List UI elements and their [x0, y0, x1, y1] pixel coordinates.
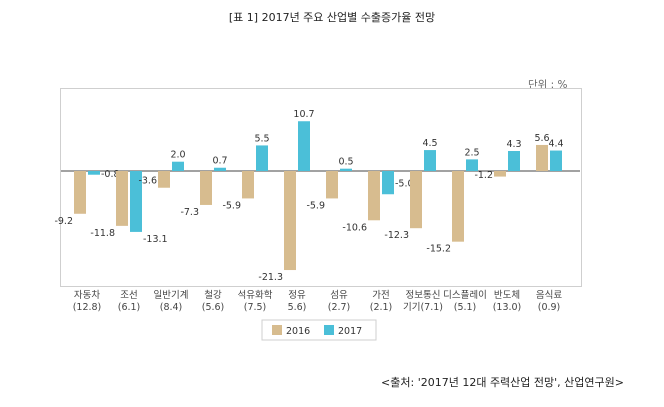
- bar-2016-4: [242, 171, 254, 199]
- source-note: <출처: '2017년 12대 주력산업 전망', 산업연구원>: [381, 376, 624, 389]
- category-label-4-line-0: 석유화학: [238, 290, 273, 301]
- bar-2017-10: [508, 151, 520, 171]
- bar-2016-1: [116, 171, 128, 226]
- category-label-11-line-0: 음식료: [536, 290, 562, 301]
- data-label-2017-8: 4.5: [422, 138, 437, 149]
- category-label-8-line-0: 정보통신: [406, 290, 441, 301]
- category-label-6-line-0: 섬유: [330, 290, 348, 301]
- category-label-5-line-1: 5.6): [288, 302, 307, 313]
- data-label-2017-11: 4.4: [548, 139, 563, 150]
- bar-2017-1: [130, 171, 142, 232]
- bar-2017-7: [382, 171, 394, 195]
- bar-2017-0: [88, 171, 100, 175]
- category-label-0-line-0: 자동차: [74, 289, 100, 301]
- legend-swatch-2017: [324, 325, 334, 335]
- data-label-2016-6: -5.9: [306, 200, 325, 211]
- bar-2017-4: [256, 145, 268, 171]
- data-label-2016-2: -3.6: [138, 175, 157, 186]
- data-label-2016-0: -9.2: [54, 216, 73, 227]
- chart-title: [표 1] 2017년 주요 산업별 수출증가율 전망: [228, 11, 436, 24]
- data-label-2017-6: 0.5: [338, 157, 353, 168]
- category-label-4-line-1: (7.5): [244, 302, 267, 313]
- bar-2017-8: [424, 150, 436, 171]
- data-label-2016-8: -12.3: [384, 230, 409, 241]
- bar-2017-9: [466, 159, 478, 171]
- data-label-2017-7: -5.0: [395, 179, 414, 190]
- category-label-9-line-1: (5.1): [454, 302, 477, 313]
- data-label-2017-1: -13.1: [143, 234, 168, 245]
- data-label-2016-9: -15.2: [426, 244, 451, 255]
- bar-2016-3: [200, 171, 212, 205]
- data-label-2017-0: -0.8: [101, 169, 120, 180]
- data-label-2016-5: -21.3: [258, 272, 283, 283]
- plot-frame: [60, 88, 582, 287]
- data-label-2017-4: 5.5: [254, 133, 269, 144]
- category-label-0-line-1: (12.8): [73, 302, 102, 313]
- data-label-2016-4: -5.9: [222, 200, 241, 211]
- bar-2017-5: [298, 121, 310, 171]
- category-label-11-line-1: (0.9): [538, 302, 561, 313]
- data-label-2017-3: 0.7: [212, 156, 227, 167]
- bar-2016-8: [410, 171, 422, 229]
- category-label-2-line-1: (8.4): [160, 302, 183, 313]
- bar-2016-9: [452, 171, 464, 242]
- data-label-2016-7: -10.6: [342, 222, 367, 233]
- category-label-8-line-1: 기기(7.1): [403, 302, 443, 313]
- category-label-3-line-1: (5.6): [202, 302, 225, 313]
- data-label-2017-5: 10.7: [293, 109, 314, 120]
- bar-2016-5: [284, 171, 296, 271]
- category-label-10-line-0: 반도체: [494, 290, 520, 301]
- category-label-3-line-0: 철강: [204, 290, 222, 301]
- legend-label-2016: 2016: [286, 326, 310, 337]
- bar-2017-6: [340, 168, 352, 171]
- data-label-2016-3: -7.3: [180, 207, 199, 218]
- category-label-6-line-1: (2.7): [328, 302, 351, 313]
- bar-2017-2: [172, 161, 184, 171]
- category-label-1-line-1: (6.1): [118, 302, 141, 313]
- data-label-2016-1: -11.8: [90, 228, 115, 239]
- category-label-9-line-0: 디스플레이: [443, 290, 487, 301]
- category-label-7-line-1: (2.1): [370, 302, 393, 313]
- bar-2016-6: [326, 171, 338, 199]
- bar-2016-10: [494, 171, 506, 177]
- data-label-2017-9: 2.5: [464, 147, 479, 158]
- data-label-2016-11: 5.6: [534, 133, 549, 144]
- bar-2016-11: [536, 144, 548, 171]
- category-label-5-line-0: 정유: [288, 290, 306, 301]
- bar-2016-2: [158, 171, 170, 188]
- legend-label-2017: 2017: [338, 326, 362, 337]
- category-label-1-line-0: 조선: [120, 290, 137, 301]
- data-label-2017-2: 2.0: [170, 150, 185, 161]
- category-label-7-line-0: 가전: [372, 290, 389, 301]
- bar-2017-11: [550, 150, 562, 171]
- legend-swatch-2016: [272, 325, 282, 335]
- category-label-2-line-0: 일반기계: [154, 289, 189, 301]
- bar-2016-7: [368, 171, 380, 221]
- bar-2016-0: [74, 171, 86, 214]
- data-label-2017-10: 4.3: [506, 139, 521, 150]
- category-label-10-line-1: (13.0): [493, 302, 522, 313]
- legend-box: [261, 319, 377, 341]
- data-label-2016-10: -1.2: [474, 170, 493, 181]
- bar-2017-3: [214, 167, 226, 171]
